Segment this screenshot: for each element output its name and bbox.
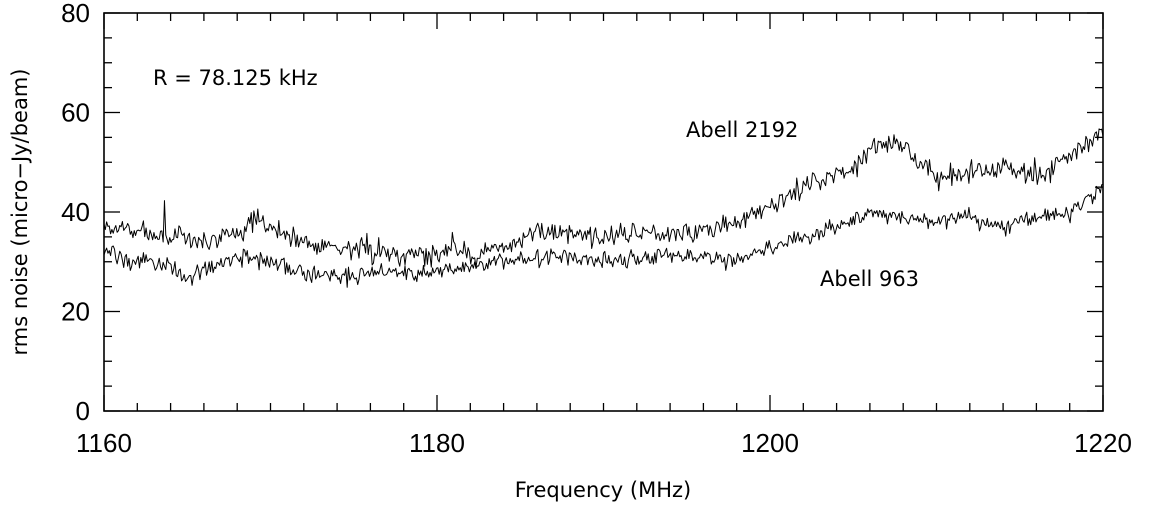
- y-tick-label: 80: [61, 0, 90, 28]
- y-tick-label: 0: [76, 396, 90, 426]
- series-label-abell-2192: Abell 2192: [686, 118, 798, 142]
- resolution-annotation: R = 78.125 kHz: [153, 66, 318, 90]
- x-tick-label: 1180: [409, 428, 465, 458]
- x-tick-label: 1200: [741, 428, 799, 458]
- x-tick-label: 1160: [76, 428, 132, 458]
- y-tick-label: 20: [61, 297, 90, 327]
- y-tick-labels: 0 20 40 60 80: [61, 0, 90, 426]
- y-tick-label: 60: [61, 98, 90, 128]
- y-tick-label: 40: [61, 197, 90, 227]
- series-line-abell-963: [104, 184, 1103, 287]
- series-line-abell-2192: [104, 129, 1103, 267]
- x-tick-labels: 1160 1180 1200 1220: [76, 428, 1132, 458]
- series-label-abell-963: Abell 963: [820, 267, 919, 291]
- x-axis-label: Frequency (MHz): [515, 478, 691, 502]
- y-axis-label: rms noise (micro−Jy/beam): [8, 69, 32, 356]
- series-lines: [104, 129, 1103, 287]
- x-tick-label: 1220: [1074, 428, 1132, 458]
